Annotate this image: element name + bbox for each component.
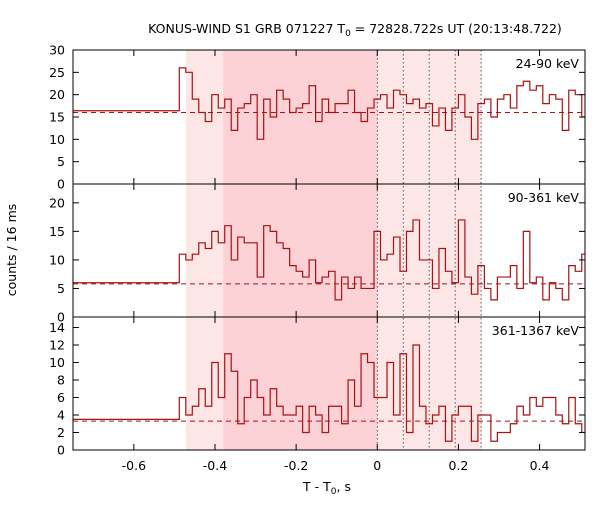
y-tick-label: 0 [57, 310, 65, 325]
y-tick-label: 10 [49, 132, 65, 147]
count-histogram-line [73, 67, 585, 140]
chart-title: KONUS-WIND S1 GRB 071227 T0 = 72828.722s… [148, 21, 562, 39]
panels [73, 67, 585, 442]
y-tick-label: 5 [57, 154, 65, 169]
x-axis-title: T - T0, s [302, 479, 351, 497]
panel-energy-label: 361-1367 keV [492, 323, 580, 338]
x-tick-label: 0 [373, 458, 381, 473]
count-histogram-line [73, 219, 585, 301]
y-tick-label: 10 [49, 252, 65, 267]
y-tick-label: 12 [49, 338, 65, 353]
y-tick-label: 0 [57, 177, 65, 192]
y-tick-label: 4 [57, 408, 65, 423]
panel-energy-label: 24-90 keV [516, 56, 580, 71]
count-histogram-line [73, 344, 585, 442]
panel-frames: 0 5 10 15 20 25 30 24-90 keV 0 5 10 15 20 90-361 keV 0… [49, 43, 586, 458]
y-tick-label: 20 [49, 87, 65, 102]
panel-plot-area [73, 219, 585, 301]
y-tick-label: 6 [57, 390, 65, 405]
panel-2 [73, 219, 585, 301]
y-tick-label: 5 [57, 281, 65, 296]
y-tick-label: 14 [49, 320, 65, 335]
y-tick-label: 8 [57, 373, 65, 388]
x-tick-label: -0.6 [122, 458, 146, 473]
shaded-interval-dark [223, 50, 378, 450]
x-tick-label: -0.4 [203, 458, 227, 473]
y-tick-label: 15 [49, 110, 65, 125]
y-tick-label: 20 [49, 195, 65, 210]
y-tick-label: 2 [57, 425, 65, 440]
y-tick-label: 10 [49, 355, 65, 370]
panel-1 [73, 67, 585, 140]
y-tick-label: 30 [49, 43, 65, 58]
shaded-intervals [185, 50, 482, 450]
panel-3 [73, 344, 585, 442]
y-tick-label: 25 [49, 65, 65, 80]
panel-plot-area [73, 344, 585, 442]
y-tick-label: 0 [57, 443, 65, 458]
x-tick-label: 0.2 [448, 458, 468, 473]
vertical-marker-lines [376, 50, 482, 450]
panel-energy-label: 90-361 keV [508, 190, 580, 205]
x-tick-labels: -0.6 -0.4 -0.2 0 0.2 0.4 [122, 458, 550, 473]
panel-plot-area [73, 67, 585, 140]
y-tick-label: 15 [49, 224, 65, 239]
x-tick-label: 0.4 [530, 458, 550, 473]
x-tick-label: -0.2 [284, 458, 308, 473]
panel-frame [72, 316, 586, 451]
y-axis-title: counts / 16 ms [4, 204, 19, 297]
